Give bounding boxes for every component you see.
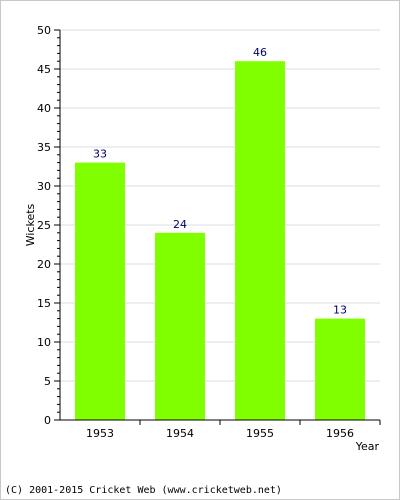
x-tick-label: 1954 <box>166 427 194 440</box>
x-tick-label: 1956 <box>326 427 354 440</box>
x-tick-label: 1953 <box>86 427 114 440</box>
bar-data-label: 46 <box>253 46 267 59</box>
y-tick-label: 0 <box>44 414 51 427</box>
y-tick-label: 35 <box>37 141 51 154</box>
y-tick-label: 20 <box>37 258 51 271</box>
y-tick-label: 15 <box>37 297 51 310</box>
y-axis-title: Wickets <box>24 203 37 246</box>
bar-data-label: 24 <box>173 218 187 231</box>
bar-chart: 0 5 10 15 20 25 30 35 40 45 50 33 1953 24 1954 46 1955 13… <box>24 24 381 453</box>
bar <box>75 162 125 420</box>
y-tick-label: 25 <box>37 219 51 232</box>
bar <box>315 318 365 420</box>
bar-data-label: 33 <box>93 148 107 161</box>
y-tick-label: 40 <box>37 102 51 115</box>
x-tick-label: 1955 <box>246 427 274 440</box>
y-tick-label: 50 <box>37 24 51 37</box>
axes <box>54 29 381 425</box>
y-tick-label: 45 <box>37 63 51 76</box>
labels: 0 5 10 15 20 25 30 35 40 45 50 33 1953 24 1954 46 1955 13… <box>37 24 354 440</box>
bars <box>75 61 365 420</box>
bar <box>155 232 205 420</box>
y-tick-label: 5 <box>44 375 51 388</box>
y-tick-label: 30 <box>37 180 51 193</box>
copyright-footer: (C) 2001-2015 Cricket Web (www.cricketwe… <box>5 485 282 496</box>
x-axis-title: Year <box>355 440 380 453</box>
y-tick-label: 10 <box>37 336 51 349</box>
bar-data-label: 13 <box>333 304 347 317</box>
bar <box>235 61 285 420</box>
